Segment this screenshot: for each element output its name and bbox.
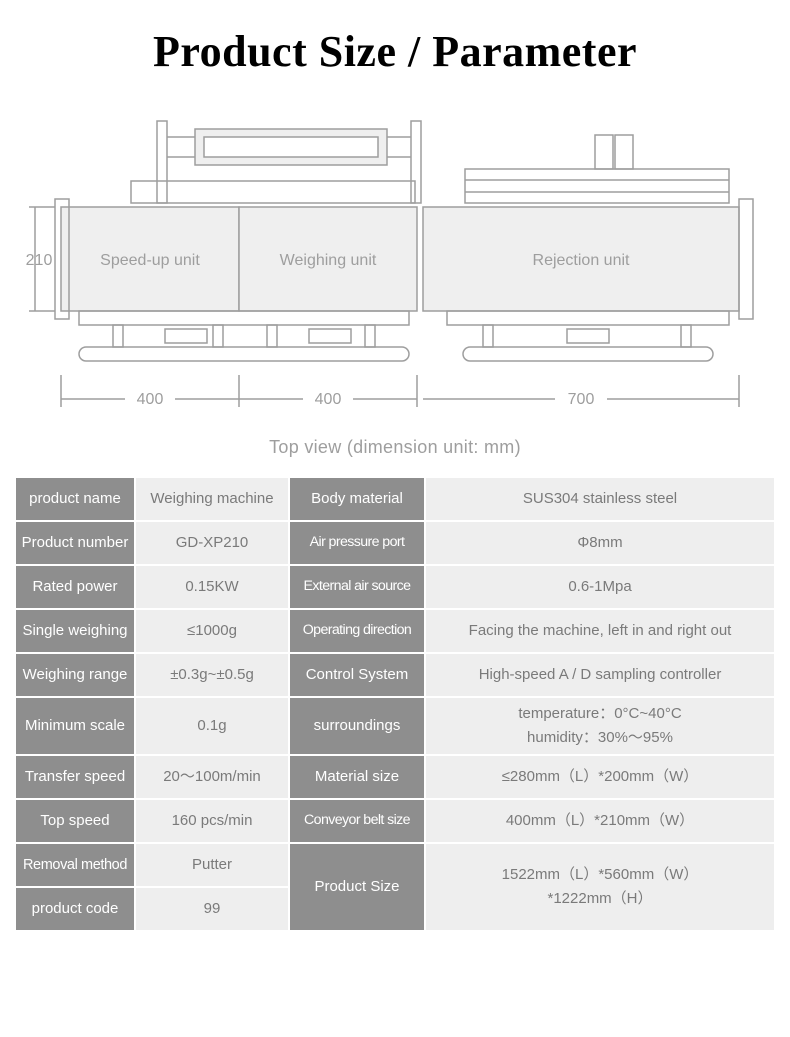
dim-1: 400 [137, 391, 164, 408]
dim-height: 210 [26, 252, 53, 269]
spec-value: 99 [135, 887, 289, 931]
spec-label: Product number [15, 521, 135, 565]
spec-label: Minimum scale [15, 697, 135, 755]
spec-value: Facing the machine, left in and right ou… [425, 609, 775, 653]
spec-label: Transfer speed [15, 755, 135, 799]
spec-label: Material size [289, 755, 425, 799]
spec-label: Body material [289, 477, 425, 521]
spec-label: Conveyor belt size [289, 799, 425, 843]
page-title: Product Size / Parameter [0, 26, 790, 77]
spec-label: Air pressure port [289, 521, 425, 565]
unit-label-1: Speed-up unit [100, 252, 200, 269]
spec-label: Top speed [15, 799, 135, 843]
spec-label: product code [15, 887, 135, 931]
spec-value: GD-XP210 [135, 521, 289, 565]
spec-table: product nameWeighing machineBody materia… [14, 476, 776, 932]
spec-value: 160 pcs/min [135, 799, 289, 843]
spec-value: 400mm（L）*210mm（W） [425, 799, 775, 843]
dim-2: 400 [315, 391, 342, 408]
spec-label: Rated power [15, 565, 135, 609]
spec-value: SUS304 stainless steel [425, 477, 775, 521]
unit-label-3: Rejection unit [533, 252, 631, 269]
spec-value: temperature：0°C~40°Chumidity：30%～95% [425, 697, 775, 755]
spec-label: surroundings [289, 697, 425, 755]
unit-label-2: Weighing unit [280, 252, 377, 269]
spec-value: 0.1g [135, 697, 289, 755]
top-view-diagram: 210 Speed-up unit Weighing unit Rejectio… [15, 107, 775, 417]
spec-label: product name [15, 477, 135, 521]
spec-value: ±0.3g~±0.5g [135, 653, 289, 697]
diagram-caption: Top view (dimension unit: mm) [0, 437, 790, 458]
spec-value: Putter [135, 843, 289, 887]
spec-value: 0.6-1Mpa [425, 565, 775, 609]
spec-value: High-speed A / D sampling controller [425, 653, 775, 697]
spec-value: Φ8mm [425, 521, 775, 565]
spec-label: Product Size [289, 843, 425, 931]
spec-label: Weighing range [15, 653, 135, 697]
spec-label: Operating direction [289, 609, 425, 653]
spec-label: External air source [289, 565, 425, 609]
spec-value: Weighing machine [135, 477, 289, 521]
spec-label: Removal method [15, 843, 135, 887]
spec-label: Control System [289, 653, 425, 697]
spec-value: 1522mm（L）*560mm（W）*1222mm（H） [425, 843, 775, 931]
spec-value: ≤280mm（L）*200mm（W） [425, 755, 775, 799]
spec-label: Single weighing [15, 609, 135, 653]
spec-value: 0.15KW [135, 565, 289, 609]
dim-3: 700 [568, 391, 595, 408]
spec-value: ≤1000g [135, 609, 289, 653]
spec-value: 20～100m/min [135, 755, 289, 799]
